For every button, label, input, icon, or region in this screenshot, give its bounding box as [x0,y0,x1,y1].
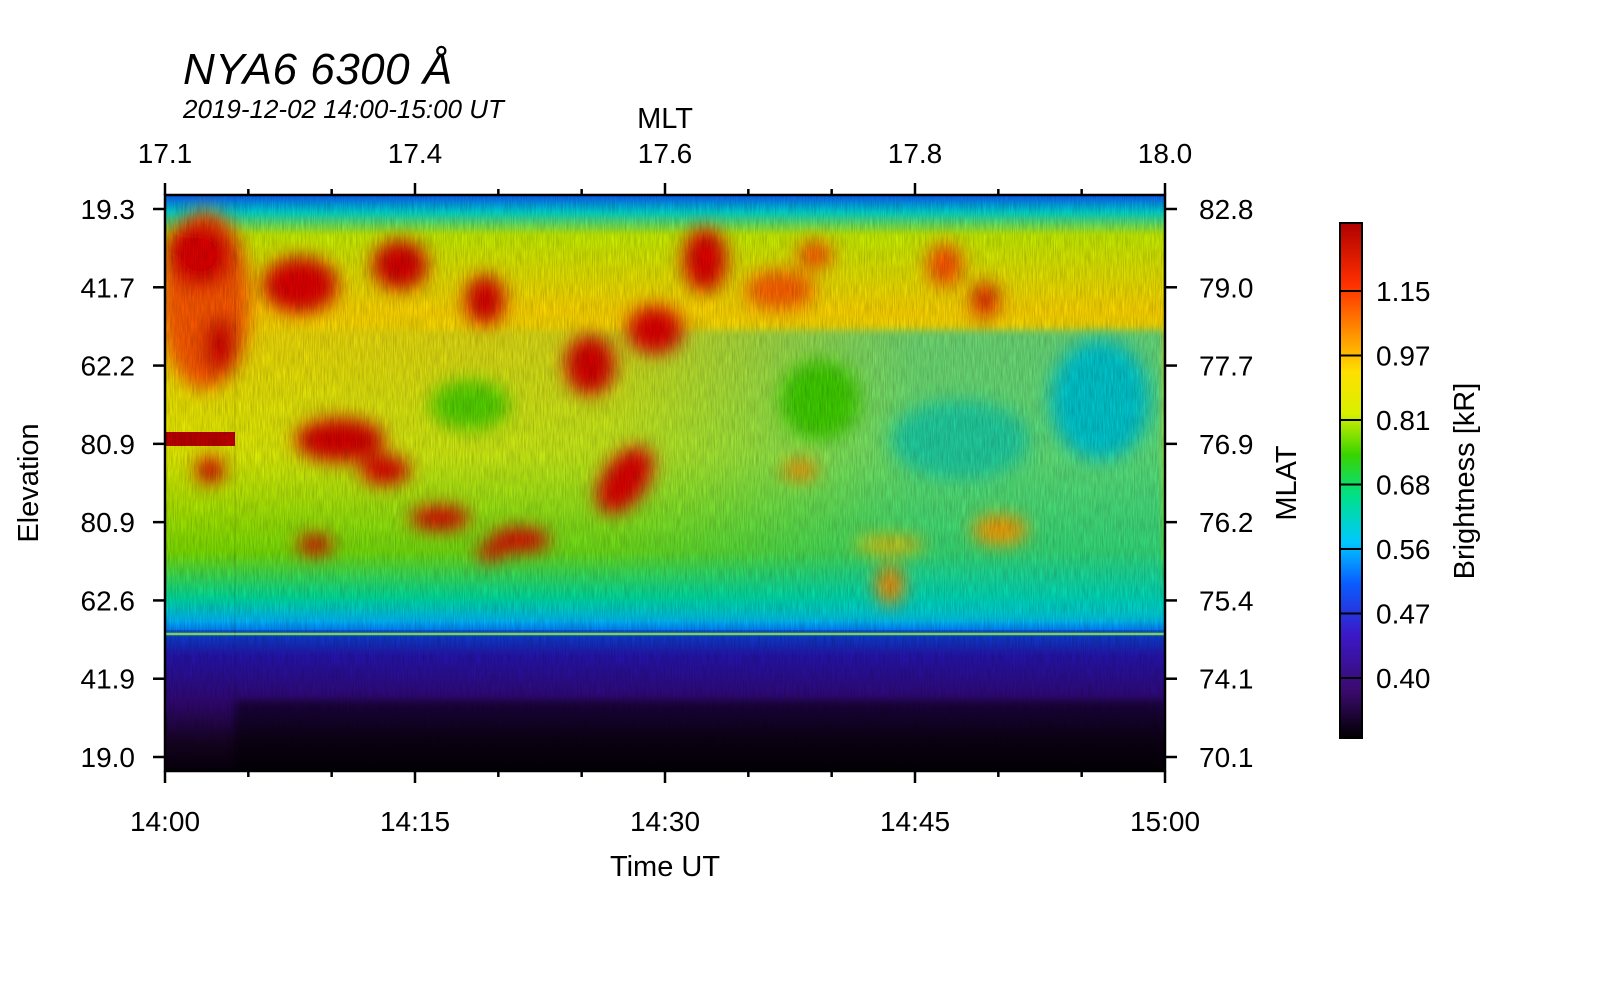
x-axis-label: Time UT [610,851,720,883]
colorbar-gradient [1339,222,1363,739]
right-y-tick-label: 82.8 [1199,194,1254,225]
colorbar-tick-label: 0.68 [1376,470,1431,501]
colorbar: 1.15 0.97 0.81 0.68 0.56 0.47 0.40 Brightness … [1339,222,1481,739]
top-tick-label: 18.0 [1138,138,1193,169]
colorbar-label: Brightness [kR] [1449,383,1481,580]
right-y-tick-label: 76.2 [1199,507,1254,538]
right-axis-label: MLAT [1271,445,1303,520]
colorbar-tick-label: 0.97 [1376,341,1431,372]
right-y-tick-label: 75.4 [1199,585,1254,616]
y-axis-label: Elevation [13,423,45,542]
y-tick-label: 41.9 [81,664,136,695]
right-y-tick-label: 74.1 [1199,664,1254,695]
colorbar-tick-label: 0.81 [1376,405,1431,436]
x-tick-label: 14:15 [380,806,450,837]
x-tick-label: 14:30 [630,806,700,837]
top-tick-label: 17.4 [388,138,443,169]
chart-subtitle: 2019-12-02 14:00-15:00 UT [183,94,504,124]
colorbar-tick-label: 0.56 [1376,534,1431,565]
colorbar-tick-label: 0.47 [1376,599,1431,630]
x-tick-label: 14:45 [880,806,950,837]
colorbar-tick-label: 1.15 [1376,276,1431,307]
top-axis-label: MLT [637,103,693,135]
right-y-tick-label: 77.7 [1199,351,1254,382]
axes: 14:00 17.1 14:15 17.4 14:30 17.6 14:45 17.8 15:0… [81,138,1254,837]
y-tick-label: 19.0 [81,742,136,773]
y-tick-label: 62.6 [81,585,136,616]
top-tick-label: 17.1 [138,138,193,169]
x-tick-label: 14:00 [130,806,200,837]
right-y-tick-label: 70.1 [1199,742,1254,773]
y-tick-label: 41.7 [81,272,136,303]
top-tick-label: 17.6 [638,138,693,169]
y-tick-label: 80.9 [81,507,136,538]
top-tick-label: 17.8 [888,138,943,169]
right-y-tick-label: 76.9 [1199,429,1254,460]
y-tick-label: 62.2 [81,351,136,382]
keogram-image [165,195,1165,771]
x-tick-label: 15:00 [1130,806,1200,837]
chart-title: NYA6 6300 Å [183,45,453,94]
right-y-tick-label: 79.0 [1199,272,1254,303]
y-tick-label: 80.9 [81,429,136,460]
y-tick-label: 19.3 [81,194,136,225]
colorbar-tick-label: 0.40 [1376,663,1431,694]
